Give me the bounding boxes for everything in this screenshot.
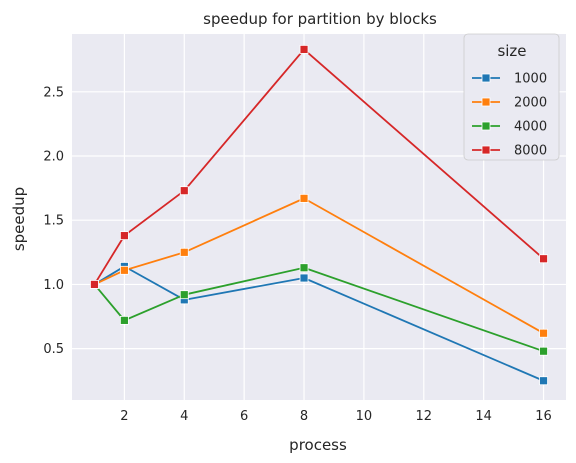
axis-ticks: 2 4 6 8 10 12 14 16 0.5 1.0 1.5 2.0 2.5 (43, 85, 552, 424)
data-point (539, 376, 548, 386)
data-point (119, 315, 129, 325)
data-point (90, 280, 99, 289)
legend-label: 2000 (514, 96, 547, 111)
legend-label: 1000 (514, 72, 547, 87)
y-tick-label: 2.0 (43, 150, 64, 165)
data-point (539, 254, 548, 264)
legend: size 1000 2000 4000 8000 (463, 33, 560, 161)
legend-label: 8000 (514, 144, 547, 159)
y-tick-label: 1.0 (43, 278, 64, 293)
legend-marker (481, 145, 491, 155)
data-point (299, 273, 309, 283)
data-point (179, 186, 189, 196)
legend-marker (481, 121, 491, 131)
series-8000 (90, 45, 548, 289)
legend-item: 1000 (472, 72, 547, 87)
legend-item: 4000 (472, 120, 547, 135)
x-tick-label: 14 (475, 409, 492, 424)
data-point (539, 346, 548, 356)
legend-marker (481, 73, 491, 83)
data-point (299, 45, 309, 54)
x-tick-label: 12 (416, 409, 433, 424)
x-axis-label: process (289, 436, 347, 454)
x-tick-label: 16 (535, 409, 552, 424)
chart-title: speedup for partition by blocks (203, 10, 437, 28)
data-point (179, 290, 189, 300)
y-tick-label: 1.5 (43, 214, 64, 229)
legend-items: 1000 2000 4000 8000 (472, 72, 547, 159)
data-point (179, 247, 189, 257)
y-tick-label: 2.5 (43, 85, 64, 100)
data-point (539, 328, 548, 338)
y-axis-label: speedup (10, 187, 28, 251)
legend-item: 8000 (472, 144, 547, 159)
legend-title: size (497, 42, 526, 60)
x-tick-label: 8 (300, 409, 308, 424)
data-point (299, 193, 309, 203)
x-tick-label: 2 (120, 409, 128, 424)
x-tick-label: 4 (180, 409, 188, 424)
data-point (299, 263, 309, 273)
series-layer (90, 45, 548, 386)
x-tick-label: 10 (356, 409, 373, 424)
legend-marker (481, 97, 491, 107)
legend-label: 4000 (514, 120, 547, 135)
x-tick-label: 6 (240, 409, 248, 424)
data-point (119, 265, 129, 275)
y-tick-label: 0.5 (43, 342, 64, 357)
legend-item: 2000 (472, 96, 547, 111)
data-point (119, 231, 129, 241)
